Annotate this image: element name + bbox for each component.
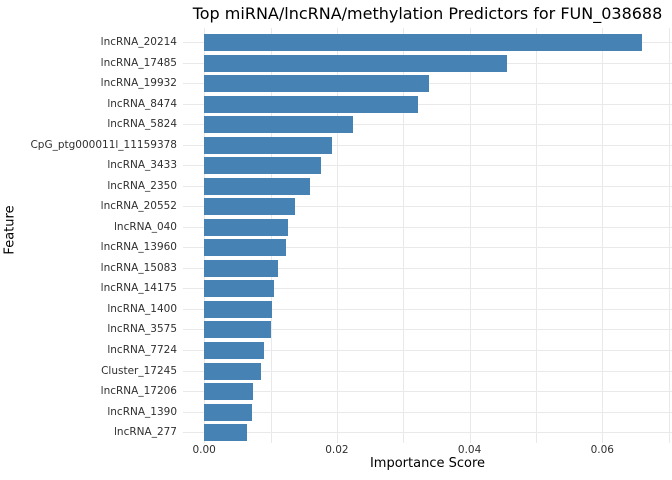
y-gridline [183,103,672,105]
y-gridline [183,206,672,208]
bar [204,362,262,380]
bar [204,239,287,257]
y-tick-label: lncRNA_7724 [107,344,177,356]
x-gridline [403,28,405,443]
x-tick-label: 0.02 [325,444,349,456]
y-tick-label: lncRNA_14175 [100,282,177,295]
x-axis-label: Importance Score [369,456,486,471]
y-tick-label: lncRNA_13960 [100,241,177,254]
y-tick-label: lncRNA_1390 [107,405,177,418]
y-tick-label: lncRNA_040 [114,220,177,233]
y-tick-label: Cluster_17245 [101,364,177,377]
bar [204,342,264,359]
y-gridline [183,350,672,351]
y-gridline [183,144,672,146]
y-tick-label: lncRNA_15083 [100,261,177,274]
chart-title: Top miRNA/lncRNA/methylation Predictors … [192,4,663,23]
y-gridline [183,411,672,413]
y-gridline [183,185,672,187]
y-tick-label: lncRNA_3433 [107,159,177,172]
bar [204,383,254,400]
y-gridline [183,370,672,372]
bar [204,218,289,236]
x-tick-label: 0.06 [590,444,614,456]
bar [204,136,332,154]
y-gridline [183,308,672,310]
bar [204,54,507,72]
bar [204,300,273,318]
bar [204,34,643,51]
bar [204,321,272,339]
y-tick-label: lncRNA_17485 [100,56,177,69]
x-gridline [602,28,604,443]
y-gridline [183,124,672,126]
x-gridline [536,28,537,443]
y-tick-label: lncRNA_20214 [100,36,177,48]
bar [204,259,279,277]
bar [204,95,418,113]
bar [204,177,310,195]
y-tick-label: lncRNA_277 [114,426,177,439]
y-tick-label: CpG_ptg000011l_11159378 [30,138,177,151]
x-gridline [469,28,471,443]
y-tick-label: lncRNA_1400 [107,302,177,315]
y-tick-label: lncRNA_8474 [107,97,177,110]
y-tick-label: lncRNA_2350 [107,179,177,192]
y-tick-label: lncRNA_5824 [107,118,177,131]
x-gridline [668,28,670,443]
bar [204,403,252,421]
x-tick-label: 0.04 [457,444,482,456]
y-tick-label: lncRNA_20552 [100,200,177,213]
bar [204,75,430,93]
y-tick-label: lncRNA_3575 [107,323,177,336]
bar [204,424,248,442]
y-gridline [183,247,672,249]
bar [204,198,296,216]
x-gridline [336,28,338,443]
y-gridline [183,391,672,392]
bar [204,116,353,134]
x-tick-label: 0.00 [192,444,216,456]
y-gridline [183,226,672,228]
y-gridline [183,432,672,434]
y-tick-label: lncRNA_19932 [100,77,177,90]
bar [204,157,321,175]
y-gridline [183,329,672,331]
y-tick-label: lncRNA_17206 [100,385,177,397]
plot-area [183,28,672,443]
y-gridline [183,267,672,269]
y-gridline [183,288,672,290]
y-gridline [183,165,672,167]
bar [204,280,274,298]
